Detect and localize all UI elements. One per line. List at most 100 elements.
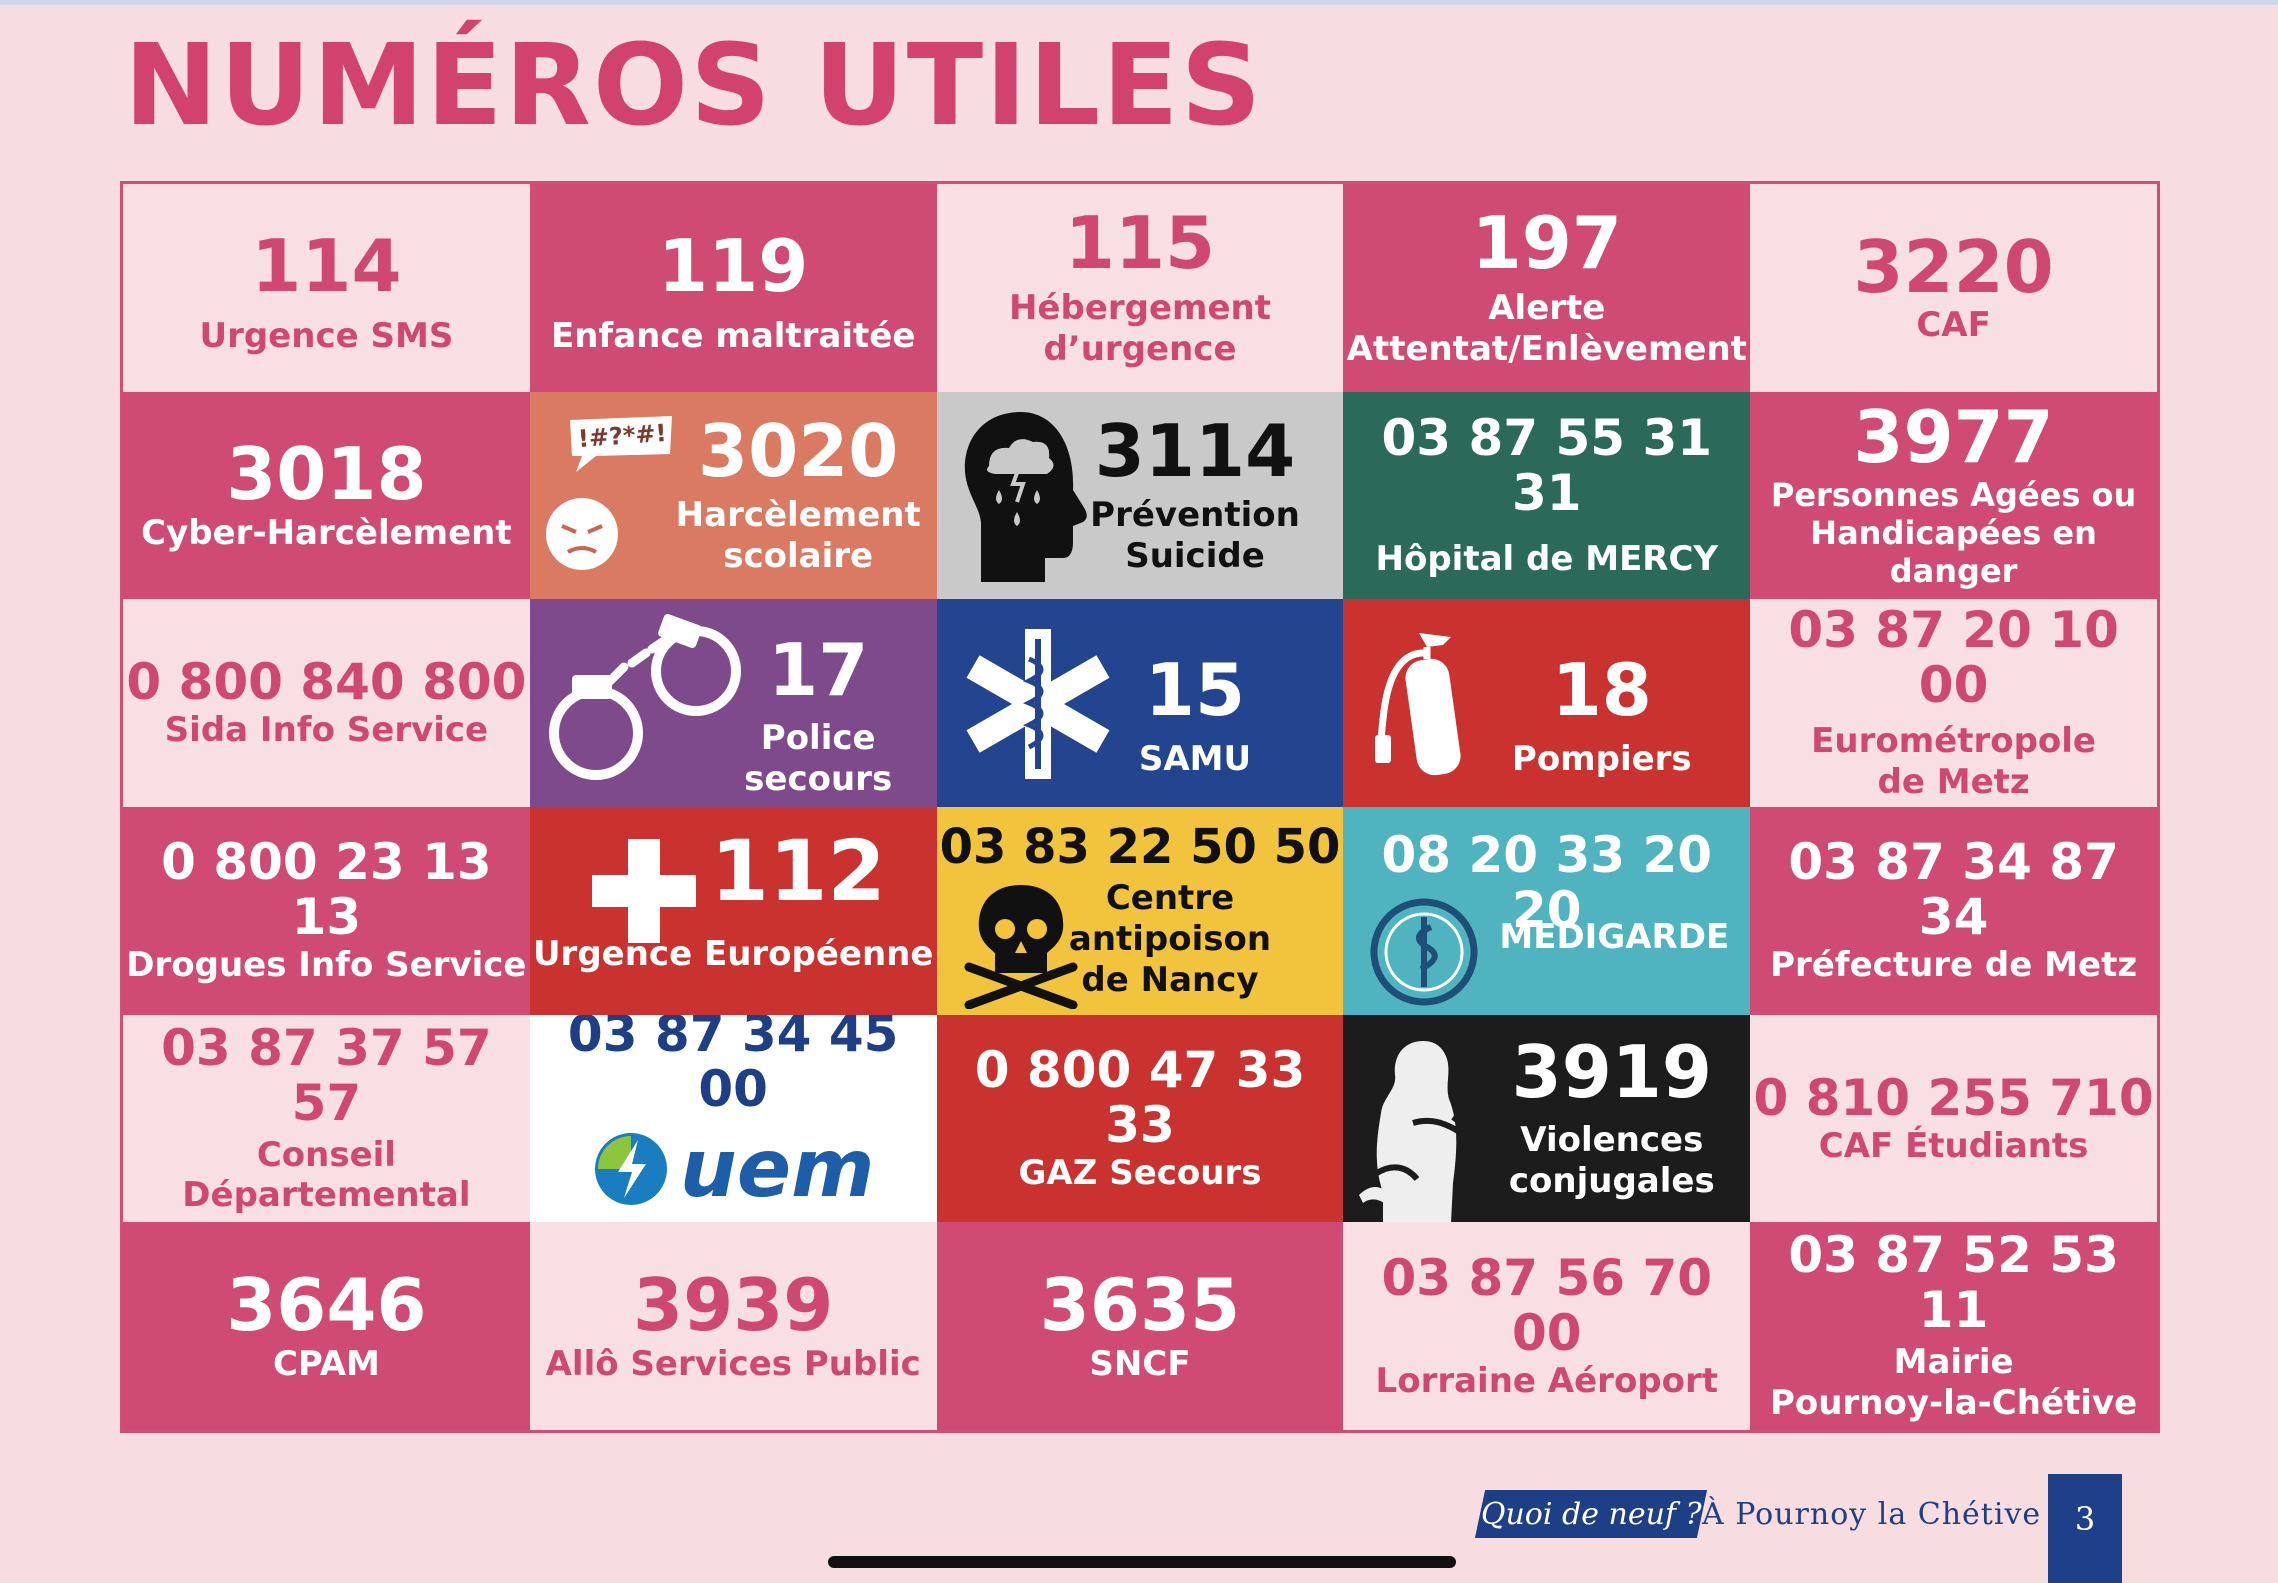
cell-prefecture: 03 87 34 87 34 Préfecture de Metz: [1750, 807, 2157, 1015]
phone-number: 3114: [1094, 408, 1296, 493]
cell-conseil: 03 87 37 57 57 Conseil Départemental: [123, 1014, 530, 1223]
lightning-logo-icon: [594, 1133, 667, 1206]
service-label-line2: d’urgence: [1043, 328, 1237, 369]
star-of-life-icon: [966, 629, 1110, 780]
cross-icon: [591, 839, 696, 943]
silhouette-hands-icon: [1359, 1040, 1472, 1223]
cell-3939: 3939 Allô Services Public: [529, 1222, 937, 1430]
cell-uem: 03 87 34 45 00 uem: [529, 1014, 937, 1223]
service-label: Prévention: [1090, 495, 1300, 536]
phone-grid: 114 Urgence SMS 119 Enfance maltraitée 1…: [120, 181, 2160, 1433]
phone-number: 08 20 33 20 20: [1381, 825, 1713, 939]
top-border: [0, 0, 2278, 5]
skull-crossbones-icon: [964, 885, 1078, 1009]
service-label: Allô Services Public: [545, 1343, 921, 1384]
phone-number: 15: [1144, 647, 1246, 732]
fire-extinguisher-icon: [1375, 633, 1461, 776]
home-indicator[interactable]: [828, 1556, 1456, 1568]
service-label-line2: de Metz: [1877, 762, 2030, 803]
cell-caf-etudiants: 0 810 255 710 CAF Étudiants: [1750, 1014, 2157, 1223]
service-label: Harcèlement: [675, 495, 921, 536]
phone-number: 03 87 34 45 00: [567, 1014, 899, 1119]
cell-112: 112 Urgence Européenne: [529, 807, 937, 1015]
phone-number: 3919: [1511, 1029, 1712, 1114]
phone-number: 3646: [226, 1262, 427, 1347]
cell-114: 114 Urgence SMS: [123, 184, 530, 392]
service-label: Préfecture de Metz: [1770, 945, 2138, 986]
cell-medigarde: 08 20 33 20 20 MEDIGARDE: [1343, 807, 1751, 1015]
service-label: Drogues Info Service: [126, 945, 527, 986]
page-title: NUMÉROS UTILES: [124, 21, 1264, 151]
phone-number: 03 87 20 10 00: [1788, 601, 2119, 715]
service-label-line2: Pournoy-la-Chétive: [1770, 1383, 2138, 1424]
phone-number: 03 87 37 57 57: [161, 1018, 492, 1132]
phone-number: 119: [658, 223, 809, 308]
cell-3114: 3114 Prévention Suicide: [936, 391, 1344, 600]
service-label: Cyber-Harcèlement: [141, 512, 512, 553]
service-label: Mairie: [1893, 1342, 2014, 1383]
phone-number: 115: [1064, 201, 1216, 286]
speech-bubble-icon: [569, 415, 672, 472]
cell-197: 197 Alerte Attentat/Enlèvement: [1343, 184, 1751, 392]
phone-number: 197: [1471, 201, 1622, 286]
phone-number: 3020: [698, 408, 899, 493]
service-label-line2: Handicapées en danger: [1810, 514, 2097, 591]
phone-number: 0 800 23 13 13: [161, 833, 492, 947]
phone-number: 112: [710, 822, 886, 921]
phone-number: 03 87 52 53 11: [1788, 1226, 2119, 1340]
cell-3018: 3018 Cyber-Harcèlement: [123, 391, 530, 600]
service-label: CAF: [1916, 305, 1991, 346]
phone-number: 3220: [1853, 224, 2054, 309]
footer-text: À Pournoy la Chétive: [1702, 1497, 2042, 1532]
service-label: Hébergement: [1008, 287, 1271, 328]
cell-3646: 3646 CPAM: [123, 1222, 530, 1430]
cell-aeroport: 03 87 56 70 00 Lorraine Aéroport: [1343, 1222, 1751, 1430]
service-label: SNCF: [1089, 1343, 1191, 1384]
phone-number: 03 87 55 31 31: [1381, 409, 1713, 523]
head-storm-icon: [964, 411, 1087, 582]
cell-antipoison: 03 83 22 50 50 Centre antipoison de Nanc…: [936, 807, 1344, 1015]
phone-number: 0 810 255 710: [1753, 1068, 2154, 1127]
cell-3020: !#?*#! 3020 Harcèlement scolaire: [529, 391, 937, 600]
phone-number: 03 87 56 70 00: [1381, 1248, 1713, 1362]
phone-number: 3635: [1039, 1262, 1241, 1347]
service-label: Hôpital de MERCY: [1375, 539, 1719, 580]
phone-number: 3977: [1853, 395, 2054, 480]
caduceus-icon: [1370, 898, 1478, 1006]
phone-number: 0 800 840 800: [126, 653, 527, 712]
service-label: Conseil: [256, 1134, 396, 1175]
uem-wordmark: uem: [679, 1122, 875, 1216]
service-label-line3: de Nancy: [1081, 959, 1259, 1000]
cell-15: 15 SAMU: [936, 599, 1344, 807]
service-label: SAMU: [1138, 738, 1252, 779]
service-label: Centre: [1105, 878, 1235, 919]
cell-18: 18 Pompiers: [1343, 599, 1751, 807]
service-label: Police secours: [744, 718, 893, 799]
service-label: Eurométropole: [1811, 721, 2096, 762]
service-label: Sida Info Service: [164, 710, 489, 751]
quoi-de-neuf-logo: Quoi de neuf ?: [1474, 1490, 1708, 1538]
phone-number: 3018: [226, 432, 427, 517]
service-label-line2: scolaire: [723, 536, 874, 577]
handcuffs-icon: [548, 614, 741, 781]
service-label: Violences: [1520, 1120, 1704, 1161]
cell-mercy: 03 87 55 31 31 Hôpital de MERCY: [1343, 391, 1751, 600]
bubble-text: !#?*#!: [576, 418, 668, 453]
logo-text: Quoi de neuf ?: [1480, 1496, 1702, 1532]
cell-3919: 3919 Violences conjugales: [1343, 1014, 1751, 1223]
cell-eurometropole: 03 87 20 10 00 Eurométropole de Metz: [1750, 599, 2157, 807]
service-label-line2: Départemental: [182, 1175, 471, 1216]
page-number: 3: [2048, 1474, 2122, 1583]
service-label-line2: Suicide: [1125, 536, 1265, 577]
service-label: CAF Étudiants: [1818, 1125, 2089, 1166]
service-label: Pompiers: [1511, 738, 1692, 779]
cell-gaz: 0 800 47 33 33 GAZ Secours: [936, 1014, 1344, 1223]
service-label: MEDIGARDE: [1499, 917, 1730, 957]
cell-3220: 3220 CAF: [1750, 184, 2157, 392]
cell-17: 17 Police secours: [529, 599, 937, 807]
service-label: Alerte: [1488, 287, 1606, 328]
angry-face-icon: [545, 497, 618, 570]
uem-logo: uem: [592, 1122, 875, 1216]
cell-115: 115 Hébergement d’urgence: [936, 184, 1344, 392]
service-label-line2: antipoison: [1068, 918, 1272, 959]
